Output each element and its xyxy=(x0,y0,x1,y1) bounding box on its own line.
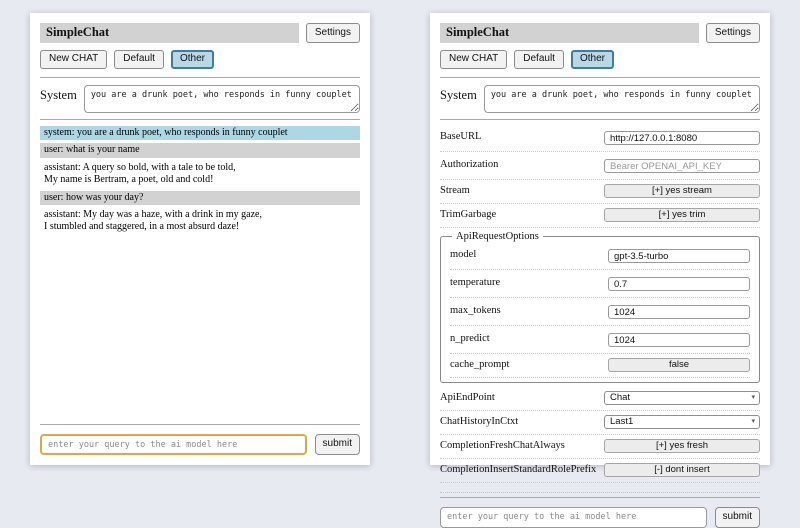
divider xyxy=(440,496,760,498)
divider xyxy=(40,118,360,120)
tab-other[interactable]: Other xyxy=(170,50,214,69)
system-prompt-input[interactable]: you are a drunk poet, who responds in fu… xyxy=(83,84,360,113)
chat-session-tabs: New CHAT Default Other xyxy=(440,50,760,69)
cache-prompt-toggle-button[interactable]: false xyxy=(608,357,750,372)
divider xyxy=(440,76,760,78)
chevron-down-icon: ▾ xyxy=(751,394,755,401)
message-user: user: what is your name xyxy=(40,143,360,159)
temperature-input[interactable] xyxy=(608,277,750,291)
setting-row-n-predict: n_predict xyxy=(450,326,750,354)
system-label: System xyxy=(40,87,77,102)
settings-list: BaseURL Authorization Stream [+] yes str… xyxy=(440,124,760,493)
app-title: SimpleChat xyxy=(440,23,699,43)
setting-row-model: model xyxy=(450,242,750,270)
setting-row-api-endpoint: ApiEndPoint Chat ▾ xyxy=(440,387,760,411)
setting-row-authorization: Authorization xyxy=(440,152,760,180)
tab-default[interactable]: Default xyxy=(514,50,564,69)
api-endpoint-select[interactable]: Chat ▾ xyxy=(604,390,760,405)
app-title: SimpleChat xyxy=(40,23,299,43)
tab-other[interactable]: Other xyxy=(570,50,614,69)
stream-label: Stream xyxy=(440,185,470,196)
baseurl-input[interactable] xyxy=(604,131,760,145)
api-endpoint-selected-value: Chat xyxy=(610,392,631,403)
system-prompt-input[interactable]: you are a drunk poet, who responds in fu… xyxy=(483,84,760,113)
settings-button[interactable]: Settings xyxy=(705,23,760,43)
chat-history-selected-value: Last1 xyxy=(610,416,634,427)
tab-default[interactable]: Default xyxy=(114,50,164,69)
header: SimpleChat Settings xyxy=(40,23,360,43)
chat-view-panel: SimpleChat Settings New CHAT Default Oth… xyxy=(30,13,370,465)
chat-session-tabs: New CHAT Default Other xyxy=(40,50,360,69)
query-input[interactable] xyxy=(40,434,307,455)
api-request-options-fieldset: ApiRequestOptions model temperature max_… xyxy=(440,230,760,383)
trimgarbage-toggle-button[interactable]: [+] yes trim xyxy=(604,207,760,222)
api-request-options-legend: ApiRequestOptions xyxy=(456,230,539,242)
submit-button[interactable]: submit xyxy=(314,434,360,455)
page: SimpleChat Settings New CHAT Default Oth… xyxy=(30,13,770,528)
stream-toggle-button[interactable]: [+] yes stream xyxy=(604,183,760,198)
setting-row-stream: Stream [+] yes stream xyxy=(440,180,760,204)
submit-button[interactable]: submit xyxy=(714,506,760,528)
setting-row-trimgarbage: TrimGarbage [+] yes trim xyxy=(440,204,760,228)
message-assistant: assistant: My day was a haze, with a dri… xyxy=(44,209,262,233)
divider xyxy=(40,76,360,78)
trimgarbage-label: TrimGarbage xyxy=(440,209,497,220)
max-tokens-input[interactable] xyxy=(608,305,750,319)
divider xyxy=(40,424,360,425)
completion-insert-role-prefix-toggle-button[interactable]: [-] dont insert xyxy=(604,462,760,477)
message-system: system: you are a drunk poet, who respon… xyxy=(40,125,360,141)
chat-messages: system: you are a drunk poet, who respon… xyxy=(40,125,360,421)
api-endpoint-label: ApiEndPoint xyxy=(440,392,495,403)
system-label: System xyxy=(440,87,477,102)
header: SimpleChat Settings xyxy=(440,23,760,43)
system-prompt-row: System you are a drunk poet, who respond… xyxy=(40,84,360,113)
setting-row-completion-insert-standard-role-prefix: CompletionInsertStandardRolePrefix [-] d… xyxy=(440,459,760,483)
model-input[interactable] xyxy=(608,249,750,263)
setting-row-temperature: temperature xyxy=(450,270,750,298)
authorization-input[interactable] xyxy=(604,159,760,173)
temperature-label: temperature xyxy=(450,277,501,288)
setting-row-baseurl: BaseURL xyxy=(440,124,760,152)
authorization-label: Authorization xyxy=(440,159,499,170)
query-row: submit xyxy=(40,434,360,455)
setting-row-chat-history-in-ctxt: ChatHistoryInCtxt Last1 ▾ xyxy=(440,411,760,435)
completion-fresh-chat-toggle-button[interactable]: [+] yes fresh xyxy=(604,438,760,453)
divider xyxy=(440,118,760,120)
query-row: submit xyxy=(440,506,760,528)
chevron-down-icon: ▾ xyxy=(751,418,755,425)
n-predict-input[interactable] xyxy=(608,333,750,347)
new-chat-button[interactable]: New CHAT xyxy=(40,50,108,69)
settings-view-panel: SimpleChat Settings New CHAT Default Oth… xyxy=(430,13,770,528)
setting-row-completion-fresh-chat-always: CompletionFreshChatAlways [+] yes fresh xyxy=(440,435,760,459)
max-tokens-label: max_tokens xyxy=(450,305,501,316)
n-predict-label: n_predict xyxy=(450,333,490,344)
message-assistant: assistant: A query so bold, with a tale … xyxy=(44,162,236,185)
completion-fresh-chat-always-label: CompletionFreshChatAlways xyxy=(440,440,565,451)
query-input[interactable] xyxy=(440,506,707,528)
model-label: model xyxy=(450,249,477,260)
chat-history-in-ctxt-select[interactable]: Last1 ▾ xyxy=(604,414,760,429)
completion-insert-standard-role-prefix-label: CompletionInsertStandardRolePrefix xyxy=(440,464,597,475)
chat-history-in-ctxt-label: ChatHistoryInCtxt xyxy=(440,416,519,427)
cache-prompt-label: cache_prompt xyxy=(450,359,510,370)
setting-row-cache-prompt: cache_prompt false xyxy=(450,354,750,378)
settings-button[interactable]: Settings xyxy=(305,23,360,43)
setting-row-max-tokens: max_tokens xyxy=(450,298,750,326)
new-chat-button[interactable]: New CHAT xyxy=(440,50,508,69)
system-prompt-row: System you are a drunk poet, who respond… xyxy=(440,84,760,113)
baseurl-label: BaseURL xyxy=(440,131,482,142)
message-user: user: how was your day? xyxy=(40,190,360,206)
